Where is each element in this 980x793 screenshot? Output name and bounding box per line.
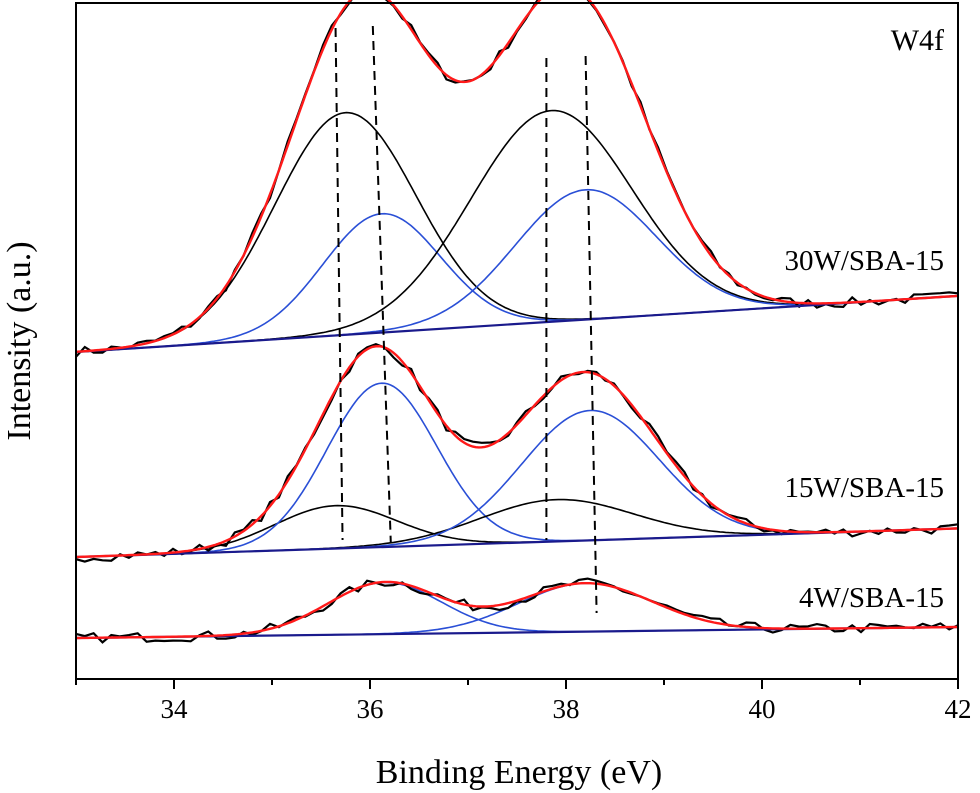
x-tick-label: 38 (553, 694, 580, 724)
series-0 (75, 0, 959, 358)
series-label-1: 15W/SBA-15 (785, 472, 945, 504)
x-axis-ticks: 34 36 38 40 42 (75, 679, 972, 724)
series-1 (75, 343, 959, 563)
raw-spectrum-1 (75, 343, 959, 563)
series-labels: 30W/SBA-15 15W/SBA-15 4W/SBA-15 (785, 245, 945, 614)
fit-envelope-1 (75, 344, 959, 559)
plot-frame (75, 2, 959, 680)
component-peak-0-1 (75, 212, 959, 353)
y-axis-title: Intensity (a.u.) (1, 241, 38, 440)
dashed-guide-1 (371, 25, 392, 544)
plot-area (75, 0, 959, 644)
dashed-guide-0 (334, 27, 344, 541)
dashed-guide-3 (584, 55, 598, 614)
x-tick-label: 36 (357, 694, 384, 724)
panel-label: W4f (891, 24, 944, 57)
background-line-0 (75, 294, 959, 354)
fit-envelope-2 (76, 580, 958, 640)
x-axis-title: Binding Energy (eV) (376, 754, 662, 791)
series-label-0: 30W/SBA-15 (785, 245, 945, 277)
series-2 (75, 577, 959, 644)
x-tick-label: 42 (945, 694, 972, 724)
series-label-2: 4W/SBA-15 (799, 582, 944, 614)
x-tick-label: 34 (161, 694, 189, 724)
x-tick-label: 40 (749, 694, 776, 724)
fit-envelope-0 (75, 0, 959, 353)
